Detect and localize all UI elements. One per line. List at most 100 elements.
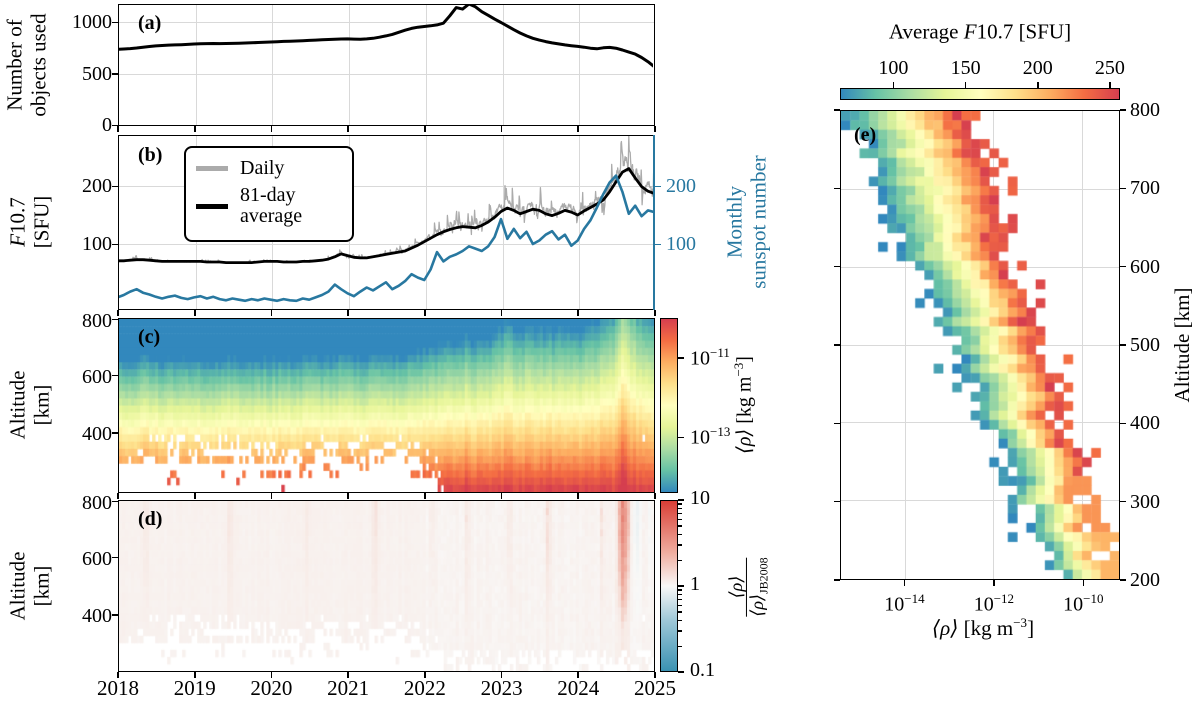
x-tick-label-2020: 2020 xyxy=(250,676,293,700)
x-tick-2025-panel-c xyxy=(654,493,656,499)
b-right-ytick-label-100: 100 xyxy=(666,233,696,255)
f107-histogram-canvas xyxy=(841,111,1119,579)
panel-c-letter: (c) xyxy=(138,326,161,348)
c-ytick-800 xyxy=(112,318,118,321)
gridline xyxy=(119,244,654,245)
colorbar-ratio-minor-tick xyxy=(678,559,682,561)
c-ytick-label-400: 400 xyxy=(82,423,112,445)
x-tick-2019-panel-a xyxy=(193,126,196,132)
x-tick-2018-panel-a xyxy=(117,126,119,132)
colorbar-ratio-tick-label-1: 1 xyxy=(690,573,700,595)
e-xtick-label-1e-10: 10−10 xyxy=(1063,591,1104,616)
colorbar-ratio-minor-tick xyxy=(678,533,682,535)
x-tick-2022-panel-d xyxy=(424,672,426,678)
colorbar-density-tick-label-1e-11: 10−11 xyxy=(690,344,730,370)
x-tick-2023-panel-b xyxy=(500,310,503,316)
e-left-ytick-500 xyxy=(834,344,840,346)
colorbar-density-tick-1e-11 xyxy=(678,356,684,359)
c-ytick-label-800: 800 xyxy=(82,310,112,332)
gridline xyxy=(502,5,504,125)
x-tick-2023-panel-a xyxy=(500,126,503,132)
e-ytick-label-600: 600 xyxy=(1130,255,1160,278)
legend-daily-line-sample xyxy=(196,166,228,171)
e-left-ytick-800 xyxy=(834,109,840,111)
e-ytick-label-200: 200 xyxy=(1130,569,1160,591)
x-tick-label-2018: 2018 xyxy=(97,676,139,700)
colorbar-ratio-minor-tick xyxy=(678,645,682,647)
panel-e-xlabel: ⟨ρ⟩ [kg m−3] xyxy=(931,614,1035,640)
e-xtick-1e-12 xyxy=(993,580,995,586)
legend-average-label: 81-day average xyxy=(240,184,303,227)
colorbar-ratio xyxy=(660,500,678,672)
x-tick-2022-panel-b xyxy=(424,310,426,316)
gridline xyxy=(119,73,654,75)
colorbar-f107-tick-label-100: 100 xyxy=(878,57,909,79)
panel-e-ylabel: Altitude [km] xyxy=(1170,287,1195,403)
e-ytick-label-300: 300 xyxy=(1130,490,1160,513)
e-right-ytick-800 xyxy=(1120,109,1126,111)
colorbar-density-label: ⟨ρ⟩ [kg m−3] xyxy=(730,356,756,454)
a-ytick-1000 xyxy=(112,21,118,24)
colorbar-ratio-minor-tick xyxy=(678,512,682,514)
x-tick-2023-panel-d xyxy=(500,672,503,678)
colorbar-f107-tick-label-200: 200 xyxy=(1022,57,1053,79)
x-tick-label-2025: 2025 xyxy=(634,676,676,700)
a-ytick-label-500: 500 xyxy=(82,62,112,85)
average-f107-line xyxy=(119,167,653,264)
x-tick-2024-panel-c xyxy=(577,493,580,499)
e-ytick-label-700: 700 xyxy=(1130,177,1160,200)
gridline xyxy=(579,136,581,309)
x-tick-label-2021: 2021 xyxy=(327,676,370,700)
x-tick-2024-panel-d xyxy=(577,672,580,678)
panel-b-ylabel: F10.7 [SFU] xyxy=(5,195,53,249)
legend-row-daily: Daily xyxy=(196,158,342,179)
a-ytick-0 xyxy=(112,124,118,127)
x-tick-2021-panel-b xyxy=(347,310,349,316)
e-right-ytick-400 xyxy=(1120,422,1126,425)
x-tick-2023-panel-c xyxy=(500,493,503,499)
e-left-ytick-600 xyxy=(834,265,840,268)
colorbar-ratio-tick-1 xyxy=(678,585,684,587)
e-xtick-label-1e-14: 10−14 xyxy=(884,591,925,616)
x-tick-2024-panel-b xyxy=(577,310,580,316)
d-ytick-800 xyxy=(112,500,118,503)
colorbar-ratio-minor-tick xyxy=(678,589,682,591)
e-right-ytick-600 xyxy=(1120,265,1126,268)
x-tick-label-2023: 2023 xyxy=(480,676,523,700)
x-tick-label-2019: 2019 xyxy=(173,676,216,700)
gridline xyxy=(425,5,427,125)
e-ytick-label-800: 800 xyxy=(1130,99,1160,121)
x-tick-2021-panel-c xyxy=(347,493,349,499)
colorbar-ratio-tick-label-10: 10 xyxy=(690,487,710,509)
legend: Daily 81-day average xyxy=(184,146,354,242)
x-tick-2020-panel-c xyxy=(270,493,273,499)
b-ytick-label-200: 200 xyxy=(82,175,112,197)
x-tick-2020-panel-a xyxy=(270,126,273,132)
colorbar-ratio-minor-tick xyxy=(678,503,682,505)
e-right-ytick-200 xyxy=(1120,579,1126,581)
colorbar-f107-tick-150 xyxy=(964,82,967,88)
e-ytick-label-400: 400 xyxy=(1130,412,1160,435)
x-tick-label-2022: 2022 xyxy=(403,676,446,700)
colorbar-ratio-minor-tick xyxy=(678,525,682,527)
colorbar-ratio-minor-tick xyxy=(678,507,682,510)
panel-a-objects-plot xyxy=(118,4,655,126)
colorbar-ratio-minor-tick xyxy=(678,544,682,546)
legend-daily-label: Daily xyxy=(240,157,285,179)
panel-b-right-spine xyxy=(653,135,656,310)
colorbar-ratio-minor-tick xyxy=(678,619,682,621)
x-tick-2018-panel-d xyxy=(117,672,119,678)
colorbar-f107-tick-250 xyxy=(1109,82,1111,88)
colorbar-ratio-minor-tick xyxy=(678,598,682,600)
x-tick-label-2024: 2024 xyxy=(557,676,600,700)
x-tick-2022-panel-a xyxy=(424,126,426,132)
panel-d-ylabel: Altitude [km] xyxy=(5,551,53,621)
c-ytick-400 xyxy=(112,432,118,434)
d-ytick-label-400: 400 xyxy=(82,605,112,627)
e-xtick-1e-14 xyxy=(903,580,906,586)
density-heatmap-canvas xyxy=(119,319,654,492)
x-tick-2020-panel-b xyxy=(270,310,273,316)
panel-e-letter: (e) xyxy=(854,124,877,146)
gridline xyxy=(272,5,274,125)
